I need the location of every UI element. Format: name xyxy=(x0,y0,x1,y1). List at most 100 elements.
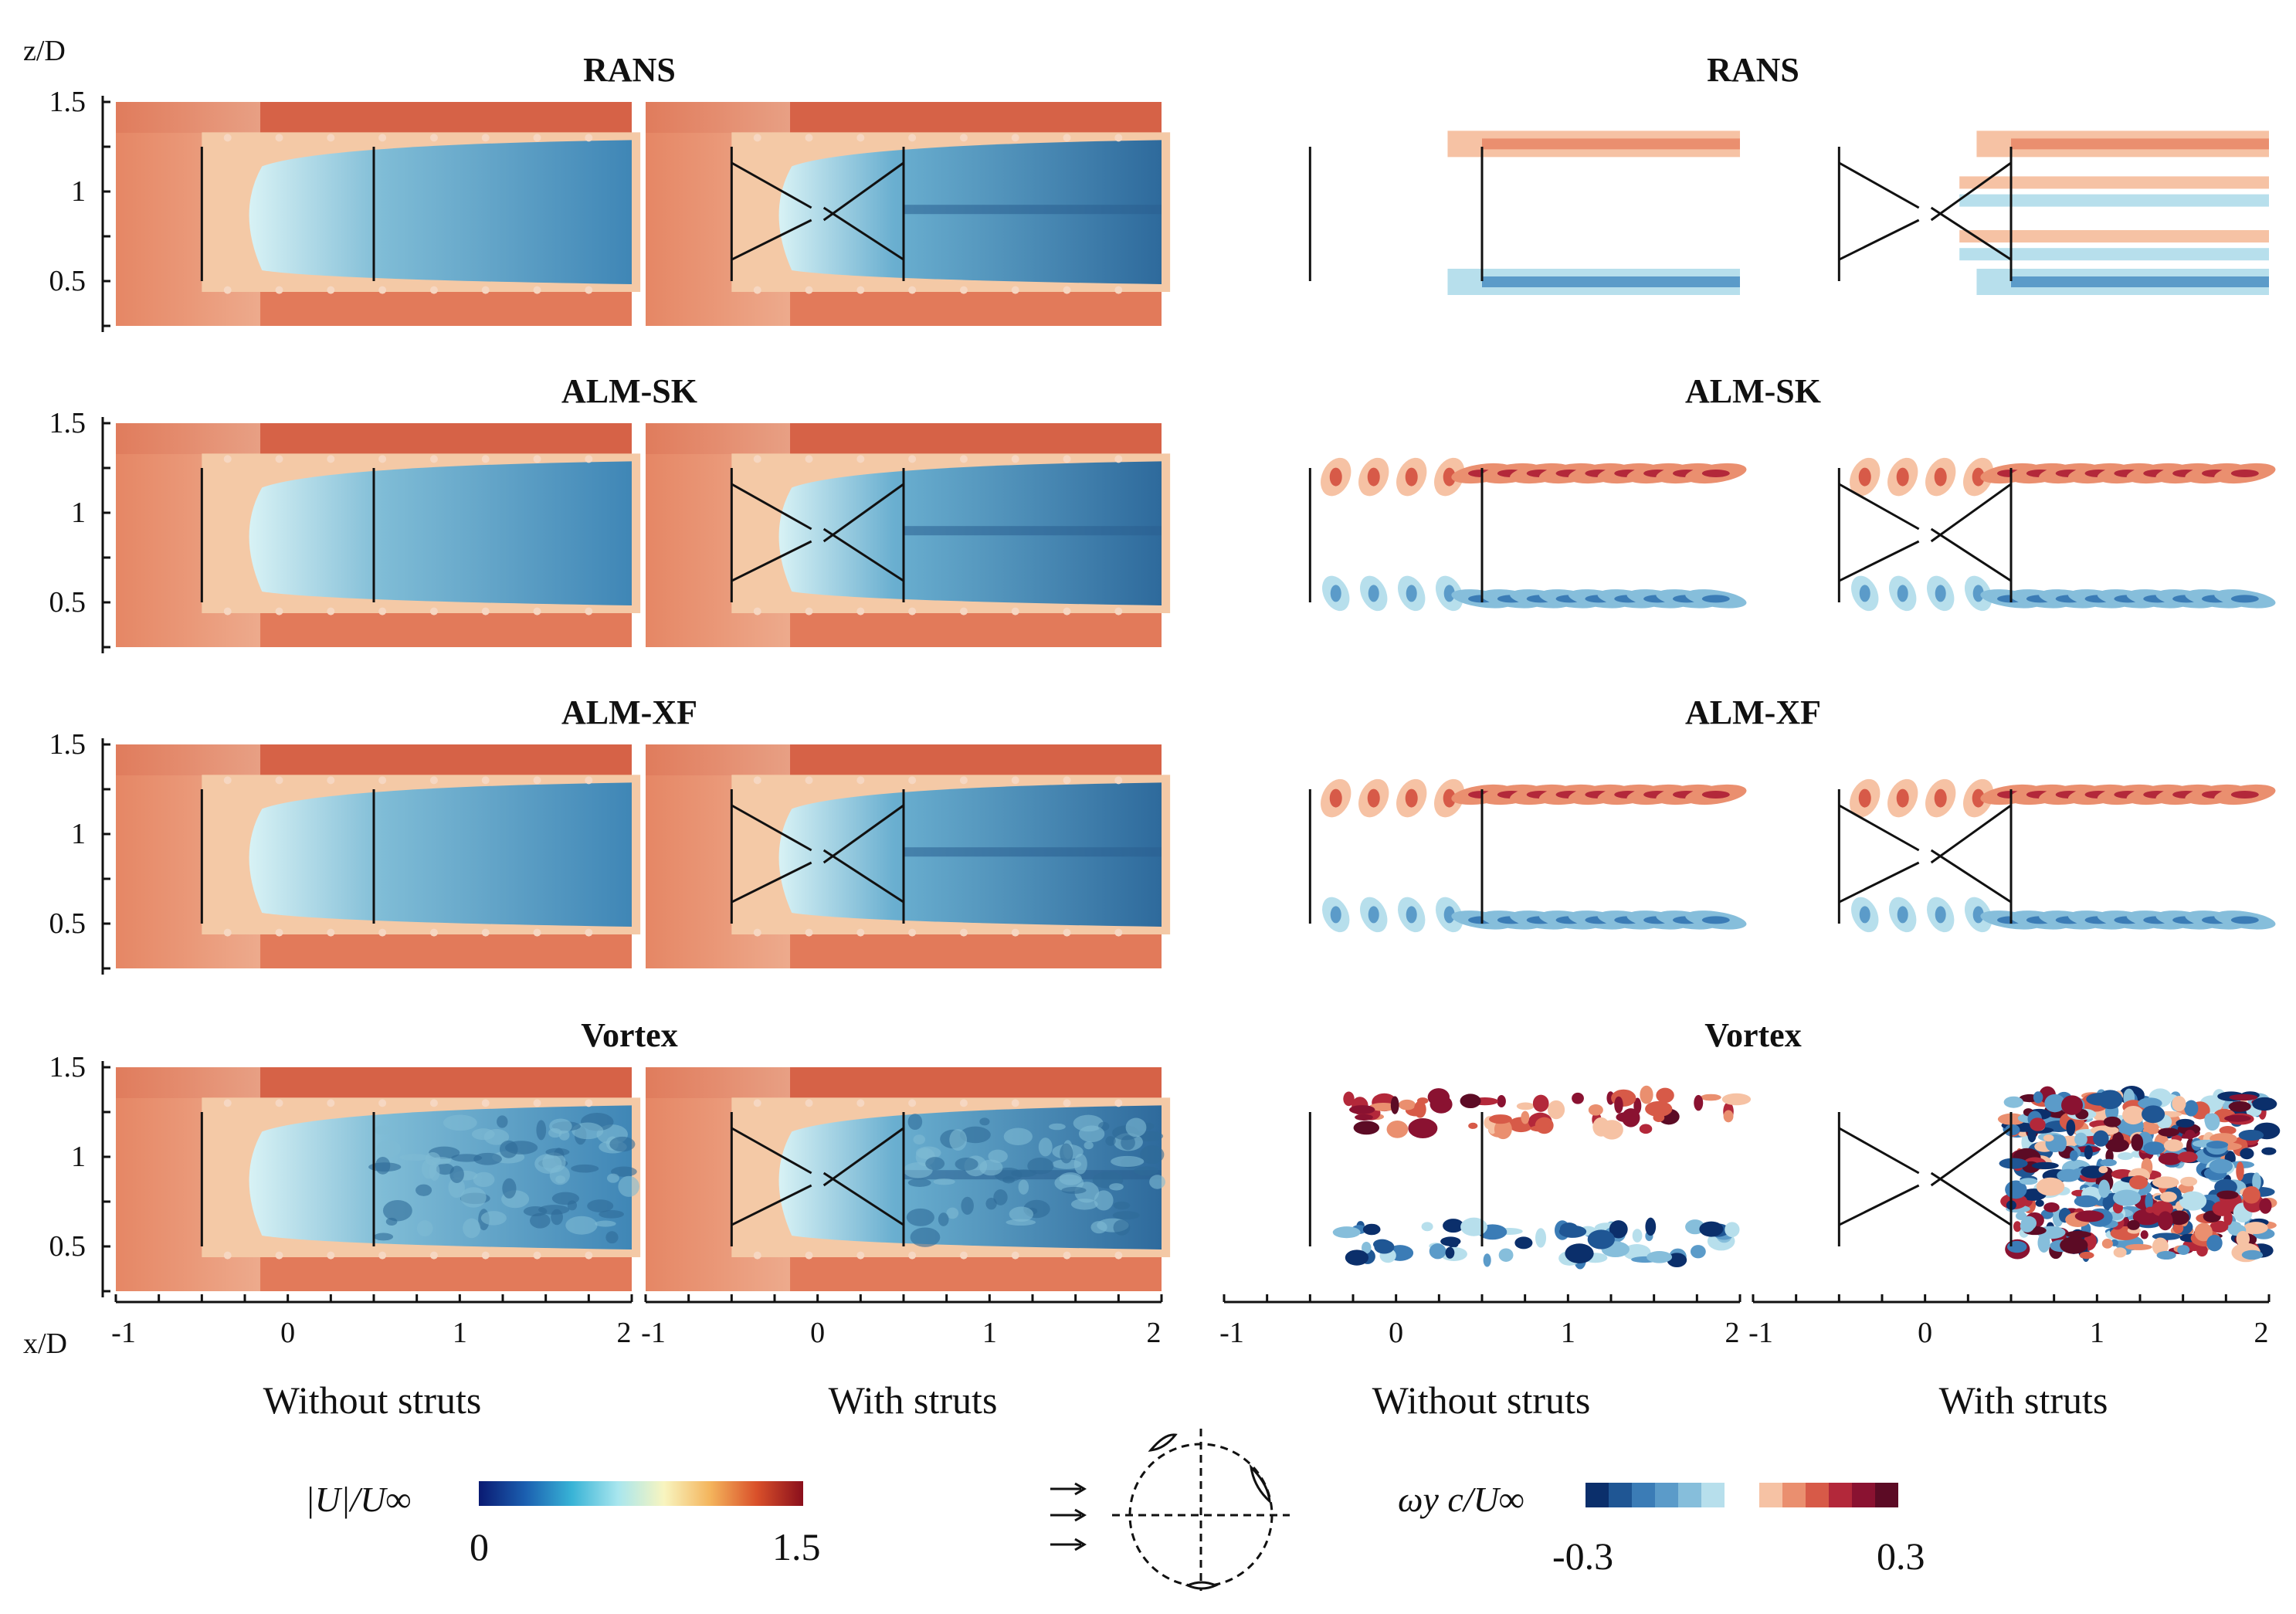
tip-vortex-mark xyxy=(378,928,387,937)
blade-2-icon xyxy=(1249,1463,1271,1504)
positive-vortex xyxy=(1416,1097,1429,1104)
positive-vortex xyxy=(2158,1152,2182,1165)
turbulent-structure xyxy=(1018,1179,1029,1195)
vorticity-colorbar-max: 0.3 xyxy=(1877,1534,1925,1578)
strut xyxy=(1838,1184,1920,1226)
vorticity-panel xyxy=(1308,1085,1752,1270)
z-tick-label: 1.5 xyxy=(49,728,86,761)
positive-vortex xyxy=(2013,1221,2022,1233)
strut xyxy=(1838,483,1920,531)
negative-vortex-core xyxy=(1897,585,1908,602)
negative-vortex xyxy=(1632,1229,1643,1243)
tip-vortex-mark xyxy=(275,134,283,142)
negative-vortex-core xyxy=(1443,585,1455,602)
tip-vortex-mark xyxy=(959,134,968,142)
positive-vortex xyxy=(2098,1165,2108,1174)
negative-vortex xyxy=(1460,1217,1488,1236)
turbulent-structure xyxy=(961,1196,974,1215)
turbulent-structure xyxy=(551,1192,580,1205)
positive-vortex-core xyxy=(1405,467,1418,487)
tip-vortex-mark xyxy=(856,134,865,142)
tip-vortex-mark xyxy=(327,607,335,615)
tip-vortex-mark xyxy=(805,928,813,937)
velocity-panel xyxy=(646,102,1171,326)
tip-vortex-mark xyxy=(481,776,490,785)
tip-vortex-mark xyxy=(223,455,232,463)
positive-vortex-core xyxy=(1367,467,1380,487)
tip-vortex-mark xyxy=(1114,928,1123,937)
row-titles-velocity: RANS ALM-SK ALM-XF Vortex xyxy=(561,51,697,1054)
positive-vortex xyxy=(2177,1151,2198,1163)
tip-vortex-mark xyxy=(481,1099,490,1107)
positive-vortex xyxy=(1349,1105,1375,1114)
column-caption: With struts xyxy=(1939,1378,2108,1422)
tip-vortex-mark xyxy=(959,928,968,937)
tip-vortex-mark xyxy=(327,1099,335,1107)
z-axes: 1.5 1 0.5 1.5 1 0.5 1.5 1 0.5 1.5 1 0.5 xyxy=(49,86,110,1297)
z-tick-label: 1 xyxy=(71,175,86,208)
positive-vortex xyxy=(2113,1247,2127,1258)
negative-vortex xyxy=(2084,1144,2093,1160)
vorticity-colorbar-min: -0.3 xyxy=(1552,1534,1613,1578)
vorticity-colorbar-pos-block xyxy=(1829,1483,1852,1507)
x-axis: -1 0 1 2 xyxy=(1748,1294,2271,1349)
positive-vortex-core xyxy=(2230,790,2259,799)
turbulent-structure xyxy=(480,1211,507,1226)
negative-vortex xyxy=(2156,1250,2176,1260)
negative-vortex xyxy=(2093,1130,2109,1147)
tip-vortex-mark xyxy=(959,455,968,463)
x-tick-label: 2 xyxy=(1725,1317,1740,1349)
positive-vortex xyxy=(1413,1100,1426,1118)
strut-shear-band xyxy=(1959,230,2269,242)
negative-vortex xyxy=(1699,1221,1724,1237)
tip-vortex-mark xyxy=(223,607,232,615)
turbulent-structure xyxy=(1070,1199,1098,1210)
positive-shear-band xyxy=(2011,138,2269,150)
positive-vortex xyxy=(1368,1102,1398,1111)
tip-vortex-mark xyxy=(805,134,813,142)
z-tick-label: 1 xyxy=(71,818,86,850)
turbulent-structure xyxy=(915,1146,941,1160)
turbulent-structure xyxy=(1149,1175,1165,1189)
turbulent-structure xyxy=(443,1114,477,1131)
positive-vortex-core xyxy=(1934,467,1947,487)
tip-vortex-mark xyxy=(275,1251,283,1260)
vorticity-colorbar-label: ωy c/U∞ xyxy=(1398,1480,1524,1519)
positive-vortex-core xyxy=(1329,788,1342,808)
turbulent-structure xyxy=(1073,1153,1087,1175)
turbulent-structure xyxy=(1084,1141,1094,1150)
tip-vortex-mark xyxy=(533,776,541,785)
tip-vortex-mark xyxy=(378,134,387,142)
x-tick-label: -1 xyxy=(641,1317,666,1349)
negative-vortex-core xyxy=(1330,585,1341,602)
turbulent-structure xyxy=(473,1172,495,1188)
negative-vortex xyxy=(2145,1192,2153,1211)
tip-vortex-mark xyxy=(275,455,283,463)
tip-vortex-mark xyxy=(533,1251,541,1260)
turbulent-structure xyxy=(373,1233,394,1241)
strut xyxy=(731,219,812,261)
negative-vortex xyxy=(2057,1168,2081,1182)
negative-vortex xyxy=(2184,1100,2199,1117)
turbulent-structure xyxy=(436,1163,454,1175)
tip-vortex-mark xyxy=(327,455,335,463)
tip-vortex-mark xyxy=(429,455,438,463)
tip-vortex-mark xyxy=(1063,1099,1071,1107)
vorticity-colorbar-pos-block xyxy=(1806,1483,1829,1507)
negative-vortex xyxy=(1421,1222,1433,1232)
tip-vortex-mark xyxy=(585,134,593,142)
negative-vortex-core xyxy=(1701,595,1730,603)
z-axis: 1.5 1 0.5 xyxy=(49,407,110,653)
x-tick-label: 2 xyxy=(1147,1317,1162,1349)
turbulent-structure xyxy=(448,1177,465,1199)
tip-vortex-mark xyxy=(1063,776,1071,785)
positive-vortex xyxy=(2152,1237,2169,1256)
negative-vortex xyxy=(1609,1220,1628,1239)
tip-vortex-mark xyxy=(805,286,813,294)
positive-vortex-core xyxy=(1701,469,1730,477)
row-title-vorticity: ALM-SK xyxy=(1685,372,1821,410)
tip-vortex-mark xyxy=(959,1251,968,1260)
velocity-panel xyxy=(646,1067,1171,1291)
negative-vortex xyxy=(2261,1147,2277,1155)
tip-vortex-mark xyxy=(856,455,865,463)
